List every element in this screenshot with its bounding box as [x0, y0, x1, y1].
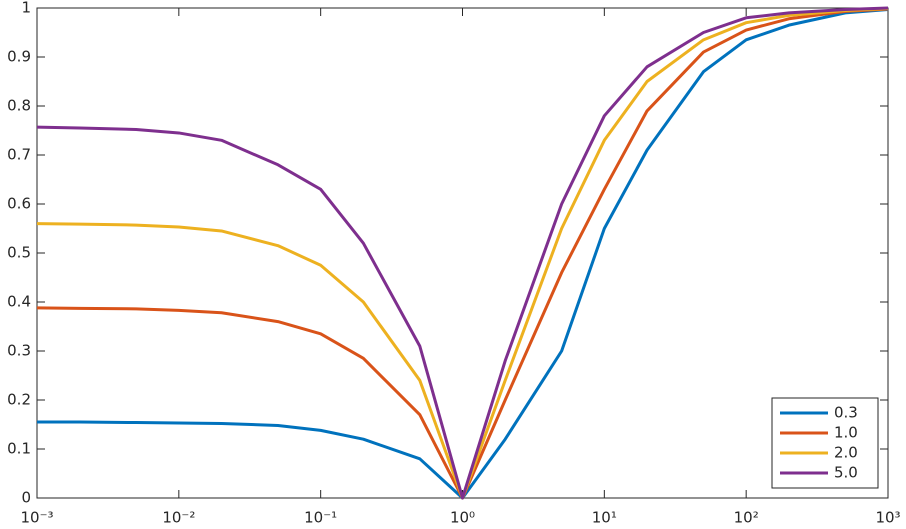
x-tick-label: 10¹	[592, 509, 617, 527]
y-tick-label: 0.1	[7, 440, 31, 458]
x-tick-label: 10⁰	[450, 509, 475, 527]
series-line	[36, 6, 889, 500]
legend: 0.3 1.0 2.0 5.0	[771, 397, 879, 489]
y-tick-label: 0.6	[7, 195, 31, 213]
y-tick-label: 0.5	[7, 244, 31, 262]
y-tick-label: 0.7	[7, 146, 31, 164]
y-tick-label: 0	[21, 489, 31, 507]
y-tick-label: 0.3	[7, 342, 31, 360]
y-tick-label: 0.8	[7, 97, 31, 115]
legend-label: 0.3	[834, 404, 858, 422]
y-tick-label: 1	[21, 0, 31, 17]
y-tick-label: 0.4	[7, 293, 31, 311]
y-tick-label: 0.2	[7, 391, 31, 409]
legend-label: 2.0	[834, 444, 858, 462]
x-tick-label: 10⁻²	[162, 509, 195, 527]
x-tick-label: 10⁻¹	[304, 509, 337, 527]
plot-area	[36, 7, 889, 499]
x-tick-label: 10⁻³	[20, 509, 53, 527]
y-tick-label: 0.9	[7, 48, 31, 66]
legend-label: 5.0	[834, 464, 858, 482]
x-tick-label: 10³	[875, 509, 900, 527]
legend-label: 1.0	[834, 424, 858, 442]
x-tick-label: 10²	[734, 509, 759, 527]
